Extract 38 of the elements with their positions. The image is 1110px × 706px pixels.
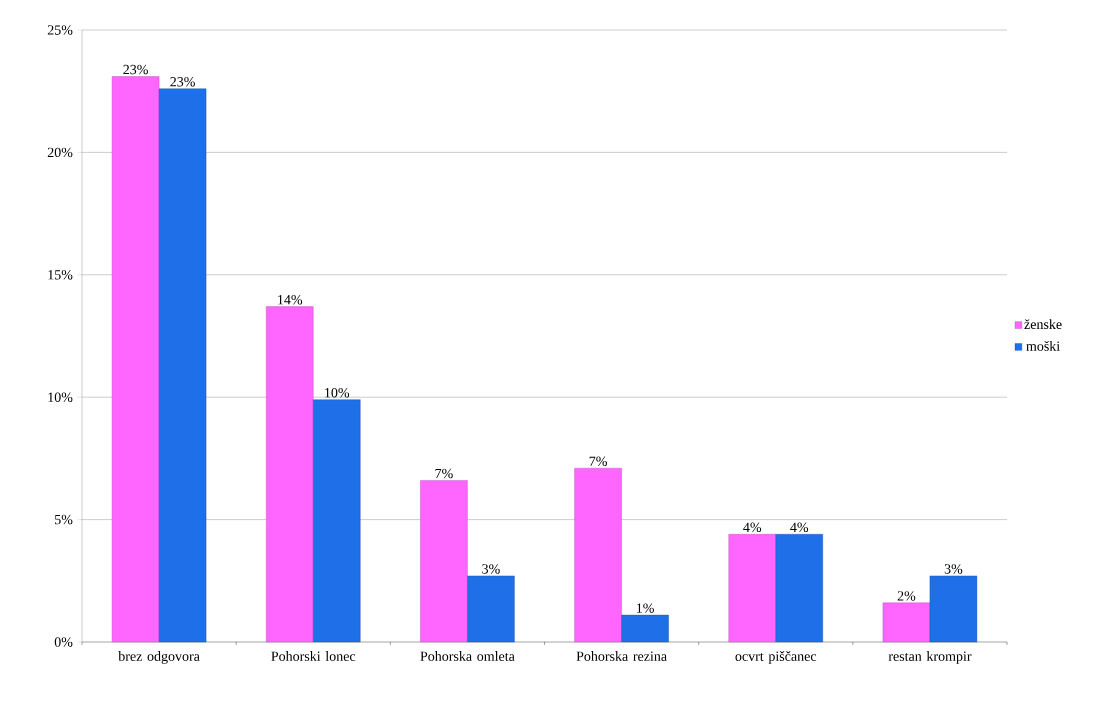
bar (111, 76, 160, 643)
data-label: 23% (123, 64, 148, 75)
x-tick-label: restan krompir (888, 651, 972, 664)
bar (467, 575, 515, 643)
y-tick-label: 20% (47, 147, 73, 158)
legend-label: moški (1026, 341, 1060, 351)
x-tick-label: Pohorski lonec (271, 651, 356, 661)
x-tick-label: ocvrt piščanec (735, 651, 817, 664)
data-label: 1% (636, 603, 654, 613)
x-tick-label: brez odgovora (118, 651, 200, 664)
bar (882, 602, 931, 643)
y-tick-label: 5% (55, 514, 73, 525)
x-tick-label: Pohorska omleta (420, 651, 515, 661)
bar (728, 534, 776, 643)
data-label: 3% (482, 564, 500, 574)
bar (158, 88, 207, 643)
y-tick-label: 25% (47, 25, 73, 35)
data-label: 14% (278, 294, 303, 305)
data-label: 7% (435, 468, 453, 479)
data-label: 4% (790, 522, 809, 533)
x-tick-label: Pohorska rezina (576, 651, 667, 661)
y-tick-label: 15% (48, 270, 73, 280)
bar (621, 614, 669, 643)
data-label: 3% (944, 564, 963, 574)
bar (574, 467, 622, 643)
y-tick-label: 0% (54, 637, 73, 647)
data-label: 2% (897, 591, 916, 601)
bar (420, 480, 468, 643)
data-label: 4% (743, 522, 762, 533)
data-label: 23% (170, 77, 195, 87)
data-label: 7% (589, 456, 607, 466)
bar (929, 575, 978, 643)
y-tick-label: 10% (48, 392, 73, 402)
bar (775, 534, 823, 643)
data-label: 10% (325, 387, 350, 398)
legend-label: ženske (1024, 319, 1062, 330)
bar (313, 399, 361, 643)
bar (266, 306, 314, 643)
